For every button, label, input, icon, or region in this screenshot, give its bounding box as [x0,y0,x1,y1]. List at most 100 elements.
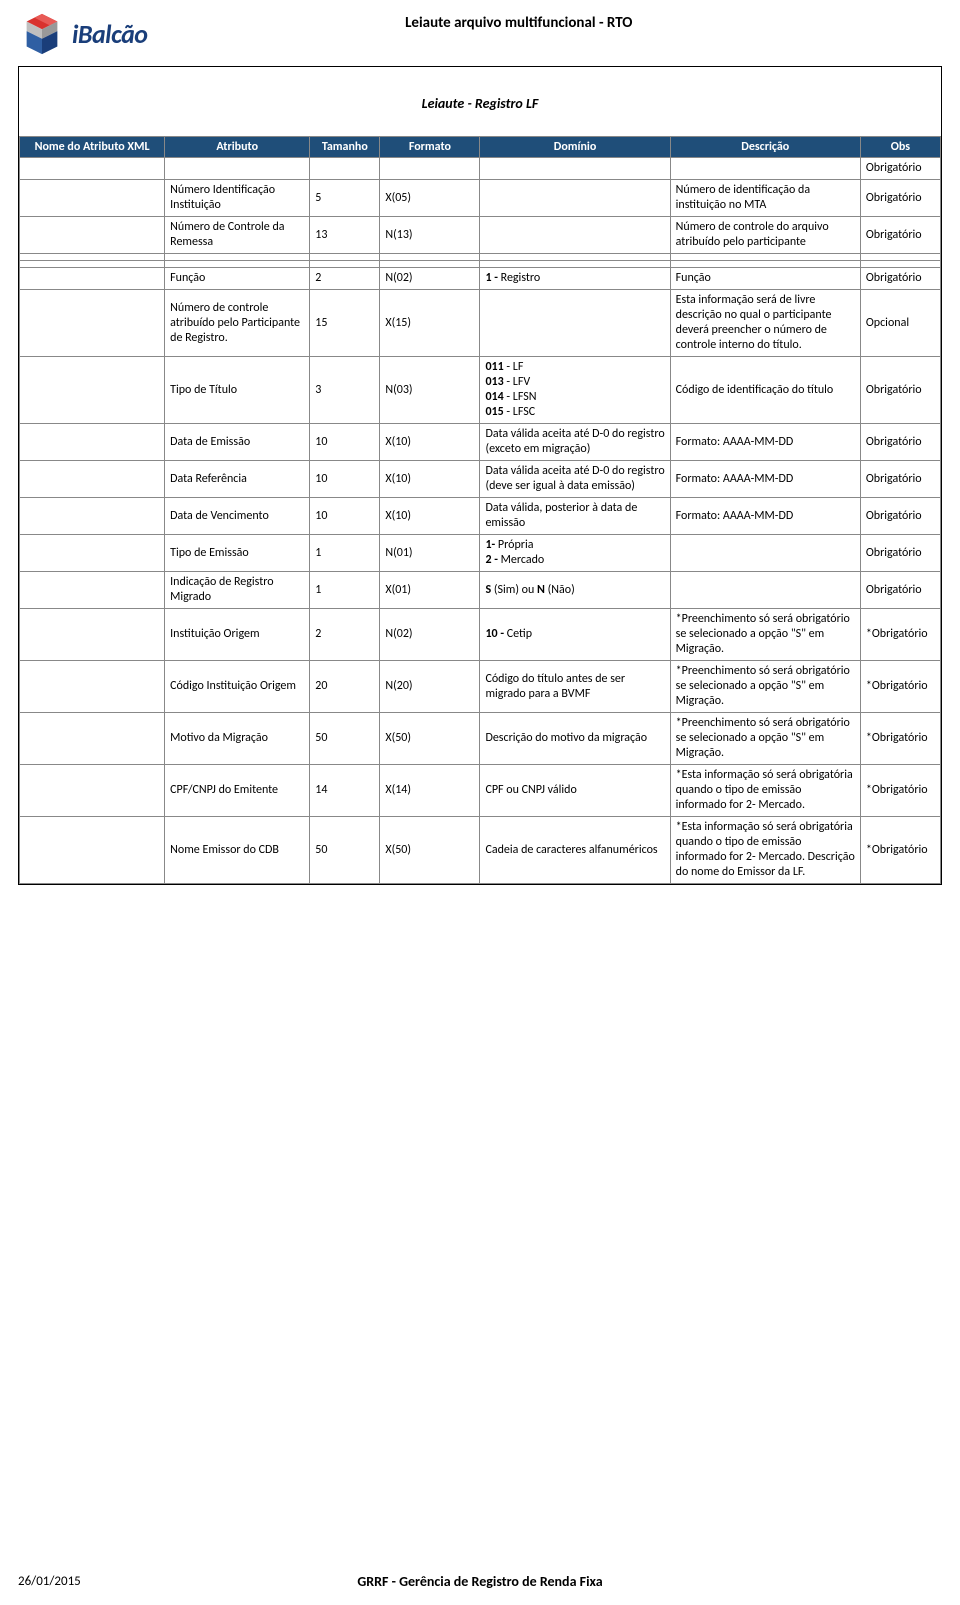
table-cell: X(05) [380,180,480,217]
table-cell [860,254,940,261]
table-cell: Obrigatório [860,461,940,498]
table-cell: 20 [310,661,380,713]
table-cell: Número de identificação da instituição n… [670,180,860,217]
table-row: Data de Emissão10X(10)Data válida aceita… [20,424,941,461]
table-cell [20,180,165,217]
table-cell: Opcional [860,290,940,357]
table-cell [20,498,165,535]
table-cell: Obrigatório [860,535,940,572]
table-cell [480,217,670,254]
table-cell [310,254,380,261]
table-cell: *Preenchimento só será obrigatório se se… [670,609,860,661]
table-cell [480,290,670,357]
table-cell: X(10) [380,424,480,461]
table-cell [20,254,165,261]
table-cell: Formato: AAAA-MM-DD [670,498,860,535]
table-header-row: Nome do Atributo XML Atributo Tamanho Fo… [20,137,941,158]
col-header: Domínio [480,137,670,158]
table-cell: 1- Própria2 - Mercado [480,535,670,572]
table-cell: Número de controle do arquivo atribuído … [670,217,860,254]
table-cell: X(50) [380,713,480,765]
table-cell: Código de identificação do título [670,357,860,424]
table-cell [380,254,480,261]
table-cell [860,261,940,268]
table-cell [670,254,860,261]
table-cell: Obrigatório [860,498,940,535]
table-cell: Indicação de Registro Migrado [165,572,310,609]
table-cell: X(10) [380,498,480,535]
col-header: Formato [380,137,480,158]
table-cell: CPF/CNPJ do Emitente [165,765,310,817]
table-cell: *Esta informação só será obrigatória qua… [670,817,860,884]
table-cell: N(03) [380,357,480,424]
table-cell: N(01) [380,535,480,572]
table-cell: 1 - Registro [480,268,670,290]
layout-table: Nome do Atributo XML Atributo Tamanho Fo… [19,136,941,884]
table-row [20,254,941,261]
page-footer: 26/01/2015 GRRF - Gerência de Registro d… [18,1574,942,1589]
table-cell: 1 [310,535,380,572]
table-cell: Obrigatório [860,268,940,290]
table-row: Obrigatório [20,158,941,180]
table-row: Indicação de Registro Migrado1X(01)S (Si… [20,572,941,609]
table-cell [20,572,165,609]
table-cell [670,158,860,180]
table-cell: 1 [310,572,380,609]
table-cell: 50 [310,817,380,884]
table-cell: *Obrigatório [860,713,940,765]
table-cell: Nome Emissor do CDB [165,817,310,884]
table-cell: N(02) [380,609,480,661]
footer-date: 26/01/2015 [18,1574,81,1589]
table-cell: *Obrigatório [860,817,940,884]
table-cell [20,713,165,765]
table-cell: X(50) [380,817,480,884]
table-cell [480,261,670,268]
table-cell [20,461,165,498]
table-cell: X(14) [380,765,480,817]
col-header: Descrição [670,137,860,158]
table-cell [20,290,165,357]
footer-department: GRRF - Gerência de Registro de Renda Fix… [18,1573,942,1590]
table-cell: Instituição Origem [165,609,310,661]
table-cell [20,817,165,884]
table-cell: Obrigatório [860,158,940,180]
table-row: Código Instituição Origem20N(20)Código d… [20,661,941,713]
table-cell: Esta informação será de livre descrição … [670,290,860,357]
table-cell: Formato: AAAA-MM-DD [670,461,860,498]
table-cell: *Preenchimento só será obrigatório se se… [670,661,860,713]
table-cell [310,261,380,268]
table-cell: N(13) [380,217,480,254]
table-cell [380,261,480,268]
table-cell: N(20) [380,661,480,713]
table-cell [670,535,860,572]
table-row: Nome Emissor do CDB50X(50)Cadeia de cara… [20,817,941,884]
table-cell [20,158,165,180]
table-cell [20,535,165,572]
table-cell [165,158,310,180]
table-cell [480,158,670,180]
table-row: Motivo da Migração50X(50)Descrição do mo… [20,713,941,765]
table-cell: 10 [310,461,380,498]
document-title: Leiaute arquivo multifuncional - RTO [96,10,942,32]
table-cell: Obrigatório [860,572,940,609]
table-cell [20,268,165,290]
table-cell [20,661,165,713]
table-cell: Obrigatório [860,357,940,424]
table-cell: 14 [310,765,380,817]
table-cell: 3 [310,357,380,424]
table-cell: Obrigatório [860,180,940,217]
table-cell [20,357,165,424]
table-cell [165,254,310,261]
table-cell: *Preenchimento só será obrigatório se se… [670,713,860,765]
table-cell: Tipo de Emissão [165,535,310,572]
table-cell: Código Instituição Origem [165,661,310,713]
table-row: Número de Controle da Remessa13N(13)Núme… [20,217,941,254]
table-cell [480,180,670,217]
table-cell [20,424,165,461]
table-cell [310,158,380,180]
table-cell: 50 [310,713,380,765]
table-cell: S (Sim) ou N (Não) [480,572,670,609]
table-row: Data Referência10X(10)Data válida aceita… [20,461,941,498]
page-header: iBalcão Leiaute arquivo multifuncional -… [18,10,942,58]
table-cell: CPF ou CNPJ válido [480,765,670,817]
